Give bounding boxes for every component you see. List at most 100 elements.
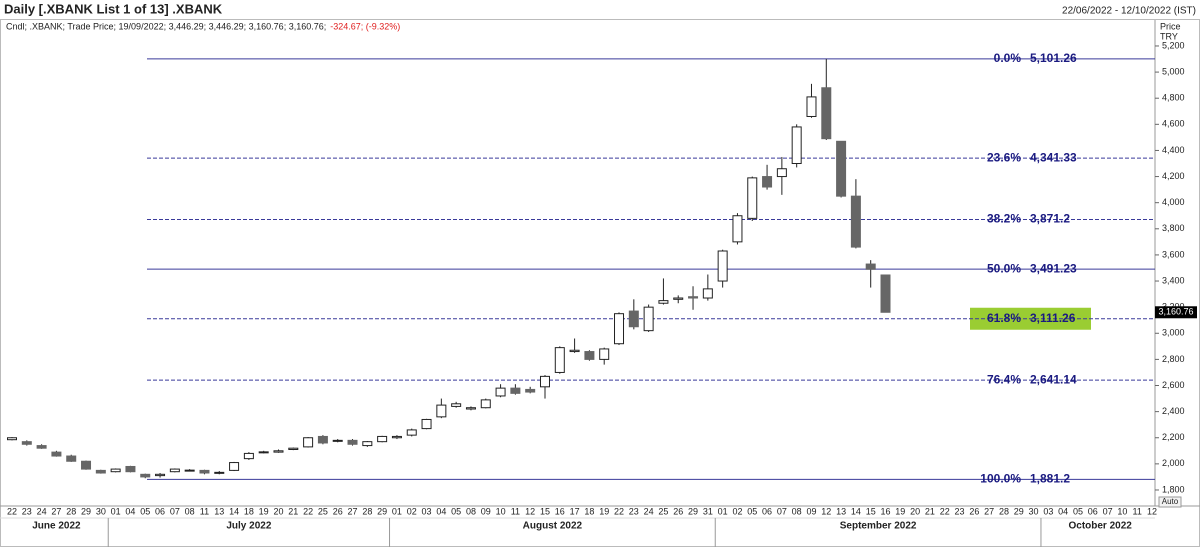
x-tick-label: 05 bbox=[140, 506, 150, 516]
month-label: October 2022 bbox=[1068, 521, 1132, 532]
x-tick-label: 31 bbox=[703, 506, 713, 516]
candle-body bbox=[406, 429, 417, 436]
fib-value: 3,871.2 bbox=[1030, 212, 1070, 226]
x-tick-label: 23 bbox=[629, 506, 639, 516]
candle-body bbox=[510, 387, 521, 394]
x-tick-label: 25 bbox=[658, 506, 668, 516]
x-tick-label: 30 bbox=[96, 506, 106, 516]
x-tick-label: 04 bbox=[125, 506, 135, 516]
x-tick-label: 10 bbox=[1117, 506, 1127, 516]
candle-body bbox=[688, 296, 699, 299]
x-tick-label: 18 bbox=[584, 506, 594, 516]
candle-body bbox=[21, 441, 32, 445]
candle-body bbox=[451, 403, 462, 407]
x-tick-label: 02 bbox=[407, 506, 417, 516]
candle-body bbox=[421, 418, 432, 430]
y-tick-label: 5,000 bbox=[1162, 66, 1185, 76]
y-tick-label: 4,000 bbox=[1162, 197, 1185, 207]
candle-body bbox=[614, 313, 625, 345]
month-label: June 2022 bbox=[32, 521, 81, 532]
candle-body bbox=[169, 468, 180, 473]
fib-value: 2,641.14 bbox=[1030, 372, 1077, 386]
fib-value: 3,491.23 bbox=[1030, 261, 1077, 275]
candle-body bbox=[717, 250, 728, 282]
candle-body bbox=[702, 288, 713, 299]
candle-body bbox=[673, 297, 684, 300]
candle-body bbox=[732, 215, 743, 243]
candle-body bbox=[480, 399, 491, 409]
candle-body bbox=[747, 177, 758, 219]
fib-percent: 50.0% bbox=[987, 261, 1021, 275]
x-tick-label: 05 bbox=[747, 506, 757, 516]
x-tick-label: 08 bbox=[466, 506, 476, 516]
candle-body bbox=[391, 435, 402, 439]
candle-body bbox=[36, 445, 47, 449]
y-tick-label: 3,000 bbox=[1162, 328, 1185, 338]
candle-body bbox=[569, 349, 580, 353]
candle-body bbox=[303, 437, 314, 448]
x-tick-label: 22 bbox=[303, 506, 313, 516]
last-price-tag bbox=[1155, 306, 1197, 319]
candle-body bbox=[81, 460, 92, 470]
y-tick-label: 3,800 bbox=[1162, 223, 1185, 233]
legend-text: Cndl; .XBANK; Trade Price; 19/09/2022; 3… bbox=[6, 21, 326, 31]
candle-body bbox=[436, 404, 447, 418]
fib-value: 5,101.26 bbox=[1030, 51, 1077, 65]
candle-body bbox=[7, 437, 17, 441]
x-tick-label: 22 bbox=[940, 506, 950, 516]
x-tick-label: 26 bbox=[969, 506, 979, 516]
candle-body bbox=[465, 407, 476, 410]
x-tick-label: 26 bbox=[673, 506, 683, 516]
x-tick-label: 25 bbox=[318, 506, 328, 516]
x-tick-label: 27 bbox=[984, 506, 994, 516]
candle-body bbox=[643, 306, 654, 332]
x-tick-label: 10 bbox=[496, 506, 506, 516]
candle-body bbox=[66, 455, 77, 462]
x-tick-label: 01 bbox=[392, 506, 402, 516]
candle-body bbox=[362, 441, 373, 447]
auto-button-label[interactable]: Auto bbox=[1162, 497, 1179, 506]
candle-body bbox=[850, 195, 861, 248]
x-tick-label: 05 bbox=[1073, 506, 1083, 516]
y-tick-label: 1,800 bbox=[1162, 484, 1185, 494]
x-tick-label: 15 bbox=[866, 506, 876, 516]
x-tick-label: 27 bbox=[348, 506, 358, 516]
fib-percent: 23.6% bbox=[987, 150, 1021, 164]
x-tick-label: 13 bbox=[214, 506, 224, 516]
candle-body bbox=[229, 462, 240, 471]
candle-body bbox=[806, 96, 817, 117]
last-price-label: 3,160.76 bbox=[1158, 307, 1193, 317]
x-tick-label: 18 bbox=[244, 506, 254, 516]
candle-body bbox=[865, 263, 876, 270]
candle-body bbox=[51, 451, 62, 457]
x-tick-label: 06 bbox=[762, 506, 772, 516]
x-tick-label: 08 bbox=[185, 506, 195, 516]
fib-percent: 38.2% bbox=[987, 212, 1021, 226]
x-tick-label: 12 bbox=[1147, 506, 1157, 516]
x-tick-label: 29 bbox=[81, 506, 91, 516]
candle-body bbox=[791, 126, 802, 165]
frame bbox=[0, 19, 1200, 547]
y-tick-label: 2,000 bbox=[1162, 458, 1185, 468]
candle-body bbox=[762, 176, 773, 188]
x-tick-label: 07 bbox=[1103, 506, 1113, 516]
x-tick-label: 28 bbox=[362, 506, 372, 516]
x-tick-label: 04 bbox=[1058, 506, 1068, 516]
candle-body bbox=[495, 387, 506, 397]
x-tick-label: 12 bbox=[525, 506, 535, 516]
x-tick-label: 13 bbox=[836, 506, 846, 516]
y-tick-label: 2,200 bbox=[1162, 432, 1185, 442]
x-tick-label: 01 bbox=[718, 506, 728, 516]
auto-button[interactable] bbox=[1158, 496, 1182, 508]
x-tick-label: 28 bbox=[66, 506, 76, 516]
x-tick-label: 14 bbox=[851, 506, 861, 516]
x-tick-label: 15 bbox=[540, 506, 550, 516]
candle-body bbox=[554, 347, 565, 373]
candle-body bbox=[243, 452, 254, 460]
x-tick-label: 08 bbox=[792, 506, 802, 516]
date-range: 22/06/2022 - 12/10/2022 (IST) bbox=[1062, 6, 1196, 17]
fib-value: 1,881.2 bbox=[1030, 472, 1070, 486]
fib-percent: 100.0% bbox=[980, 472, 1021, 486]
x-tick-label: 02 bbox=[732, 506, 742, 516]
